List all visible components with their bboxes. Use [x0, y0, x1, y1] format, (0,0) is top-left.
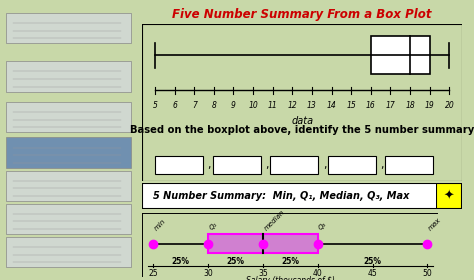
Text: 19: 19	[425, 101, 435, 110]
Text: 40: 40	[313, 269, 323, 279]
Text: 45: 45	[368, 269, 377, 279]
Text: 9: 9	[231, 101, 236, 110]
Text: 10: 10	[248, 101, 258, 110]
Text: Five Number Summary From a Box Plot: Five Number Summary From a Box Plot	[173, 8, 432, 21]
Text: 11: 11	[268, 101, 278, 110]
Bar	[6, 102, 131, 132]
Bar	[212, 155, 261, 174]
Text: 30: 30	[203, 269, 213, 279]
Text: 35: 35	[258, 269, 268, 279]
Text: 5: 5	[153, 101, 157, 110]
Text: 13: 13	[307, 101, 317, 110]
Text: median: median	[263, 209, 286, 232]
Text: 16: 16	[366, 101, 376, 110]
Bar	[6, 204, 131, 234]
Bar	[208, 234, 318, 253]
Text: 8: 8	[211, 101, 216, 110]
Text: 17: 17	[386, 101, 395, 110]
Text: 20: 20	[445, 101, 454, 110]
Bar	[6, 171, 131, 201]
Text: 14: 14	[327, 101, 337, 110]
Text: ,: ,	[381, 160, 384, 170]
Text: ,: ,	[265, 160, 269, 170]
Text: 25%: 25%	[227, 256, 245, 266]
Text: ,: ,	[208, 160, 211, 170]
Text: 7: 7	[192, 101, 197, 110]
Text: 5 Number Summary:  Min, Q₁, Median, Q₃, Max: 5 Number Summary: Min, Q₁, Median, Q₃, M…	[153, 191, 410, 201]
Bar	[155, 155, 203, 174]
Text: 6: 6	[172, 101, 177, 110]
Bar	[328, 155, 376, 174]
Bar	[6, 13, 131, 43]
Text: data: data	[291, 116, 313, 125]
Bar	[6, 237, 131, 267]
Bar	[385, 155, 433, 174]
Text: Salary (thousands of $): Salary (thousands of $)	[246, 276, 335, 280]
Bar	[371, 36, 430, 74]
Bar	[6, 61, 131, 92]
Text: 25: 25	[148, 269, 158, 279]
Text: max: max	[428, 216, 443, 232]
Text: 25%: 25%	[282, 256, 299, 266]
Bar	[270, 155, 318, 174]
Text: 12: 12	[288, 101, 297, 110]
Text: 15: 15	[346, 101, 356, 110]
Text: ✦: ✦	[444, 190, 455, 202]
Bar	[6, 137, 131, 168]
Text: 25%: 25%	[172, 256, 190, 266]
Text: 18: 18	[405, 101, 415, 110]
Text: Q₁: Q₁	[208, 221, 218, 232]
Text: 25%: 25%	[364, 256, 382, 266]
Text: Based on the boxplot above, identify the 5 number summary: Based on the boxplot above, identify the…	[130, 125, 474, 136]
Text: min: min	[153, 218, 167, 232]
Text: ,: ,	[323, 160, 326, 170]
Text: 50: 50	[423, 269, 432, 279]
Text: Q₃: Q₃	[318, 221, 328, 232]
